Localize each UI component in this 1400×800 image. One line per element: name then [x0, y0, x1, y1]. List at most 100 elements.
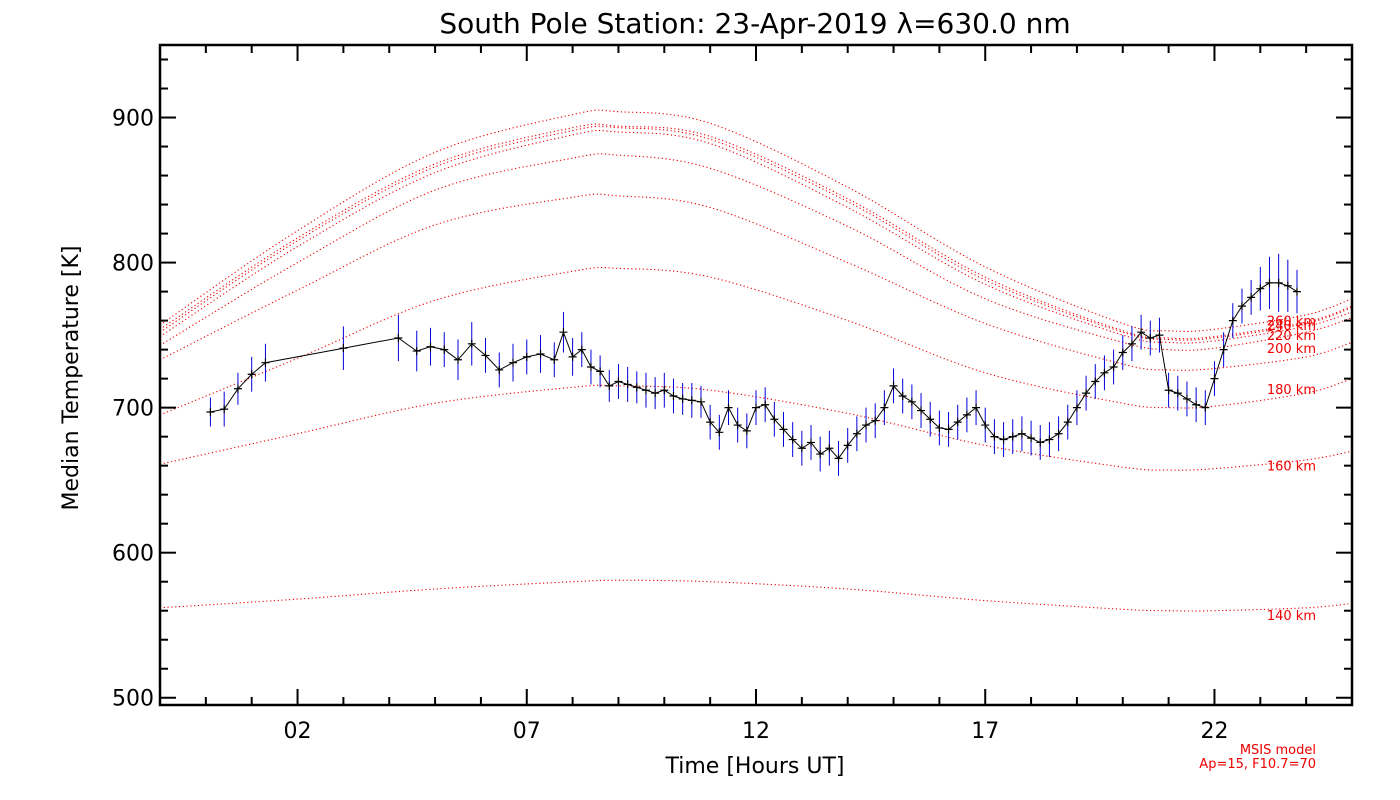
data-point — [852, 429, 861, 438]
x-tick-label: 07 — [513, 719, 541, 744]
model-note-name: MSIS model — [1240, 743, 1316, 758]
data-point — [632, 383, 641, 392]
data-point — [678, 394, 687, 403]
data-point — [1137, 328, 1146, 337]
y-tick-label: 800 — [112, 252, 154, 277]
data-point — [651, 389, 660, 398]
data-point — [412, 347, 421, 356]
data-point — [233, 384, 242, 393]
data-point — [1292, 287, 1301, 296]
data-point — [495, 365, 504, 374]
data-point — [825, 444, 834, 453]
data-point — [843, 441, 852, 450]
data-point — [426, 342, 435, 351]
data-point — [1256, 284, 1265, 293]
measured-line — [210, 282, 1298, 460]
data-point — [752, 403, 760, 412]
model-label: 200 km — [1267, 342, 1316, 357]
data-point — [1017, 429, 1026, 438]
data-point — [1146, 334, 1155, 343]
data-point — [1063, 418, 1072, 427]
data-point — [706, 418, 715, 427]
data-point — [1072, 403, 1081, 412]
data-point — [999, 435, 1008, 444]
data-point — [641, 386, 650, 395]
data-point — [1045, 435, 1054, 444]
y-tick-label: 500 — [112, 687, 154, 712]
data-point — [394, 334, 403, 343]
data-point — [559, 328, 568, 337]
data-point — [481, 351, 490, 360]
model-label: 180 km — [1267, 383, 1316, 398]
data-point — [797, 444, 806, 453]
data-point — [1210, 374, 1219, 383]
data-point — [247, 370, 256, 379]
data-point — [834, 454, 843, 463]
x-tick-label: 17 — [971, 719, 999, 744]
data-point — [715, 428, 724, 437]
x-tick-label: 02 — [284, 719, 312, 744]
data-point — [1127, 339, 1136, 348]
data-point — [536, 349, 545, 358]
model-curve-280km — [160, 123, 1352, 340]
data-point — [770, 415, 779, 424]
data-point — [816, 450, 825, 459]
data-point — [1054, 429, 1063, 438]
data-point — [1027, 434, 1036, 443]
data-point — [454, 355, 462, 364]
data-point — [889, 381, 898, 390]
data-point — [880, 403, 889, 412]
data-point — [953, 418, 962, 427]
data-point — [696, 397, 705, 406]
data-point — [577, 345, 586, 354]
data-point — [1228, 316, 1237, 325]
data-point — [687, 396, 696, 405]
axes: 02 07 12 17 22 500 600 700 800 900 — [112, 43, 1354, 744]
data-point — [1265, 278, 1274, 287]
data-point — [788, 435, 797, 444]
data-point — [509, 358, 518, 367]
model-label: 160 km — [1267, 460, 1316, 475]
data-point — [1100, 368, 1109, 377]
model-label: 220 km — [1267, 329, 1316, 344]
y-tick-label: 600 — [112, 542, 154, 567]
model-curve-220km — [160, 153, 1352, 351]
data-point — [1008, 432, 1017, 441]
data-point — [733, 421, 742, 430]
data-point — [761, 400, 770, 409]
data-point — [596, 367, 605, 376]
data-point — [605, 381, 614, 390]
data-point — [1082, 389, 1091, 398]
x-tick-label: 12 — [742, 719, 770, 744]
data-point — [586, 363, 595, 372]
data-point — [1118, 348, 1127, 357]
data-point — [926, 415, 935, 424]
data-point — [990, 432, 999, 441]
data-point — [614, 377, 623, 386]
data-point — [669, 392, 678, 401]
x-tick-label: 22 — [1200, 719, 1228, 744]
data-point — [660, 386, 669, 395]
data-point — [467, 339, 476, 348]
data-point — [522, 352, 531, 361]
model-curve-240km — [160, 129, 1352, 344]
data-point — [339, 344, 348, 353]
model-curve-200km — [160, 193, 1352, 371]
model-label: 140 km — [1267, 609, 1316, 624]
data-point — [724, 403, 733, 412]
model-curve-260km — [160, 125, 1352, 341]
data-point — [1036, 438, 1045, 447]
data-point — [623, 380, 632, 389]
data-point — [907, 397, 916, 406]
data-point — [220, 405, 229, 414]
data-point — [206, 407, 215, 416]
y-axis-title: Median Temperature [K] — [59, 246, 84, 511]
data-point — [1109, 363, 1118, 372]
chart-title: South Pole Station: 23-Apr-2019 λ=630.0 … — [439, 7, 1070, 40]
plot-frame — [158, 43, 1354, 707]
data-point — [1091, 377, 1100, 386]
data-point — [1201, 403, 1210, 412]
data-point — [1164, 386, 1173, 395]
